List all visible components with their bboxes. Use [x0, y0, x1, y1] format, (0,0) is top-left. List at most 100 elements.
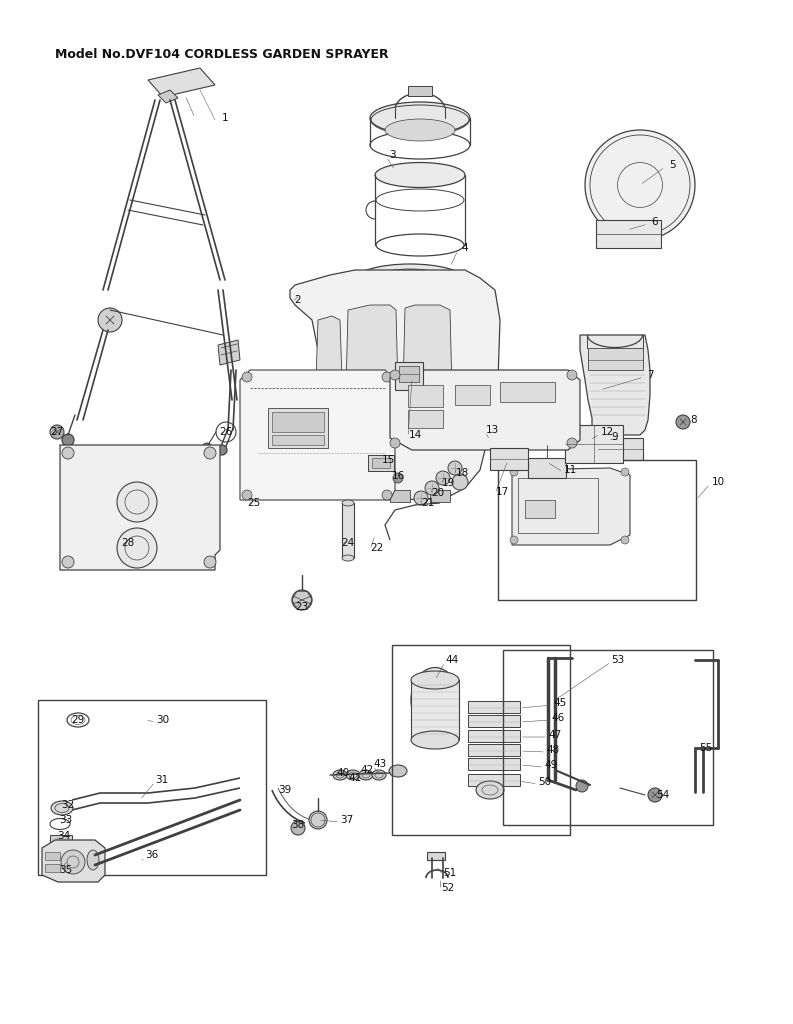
Polygon shape [290, 270, 500, 500]
Text: 49: 49 [544, 760, 557, 770]
Polygon shape [403, 305, 452, 423]
Circle shape [202, 443, 212, 453]
Circle shape [621, 468, 629, 476]
Bar [268, 408, 328, 449]
Ellipse shape [476, 781, 504, 799]
Text: 18: 18 [455, 468, 469, 478]
Bar [468, 730, 520, 742]
Text: 52: 52 [442, 883, 454, 893]
Circle shape [62, 434, 74, 446]
Circle shape [567, 370, 577, 380]
Circle shape [414, 490, 428, 505]
Text: 53: 53 [611, 655, 625, 665]
Circle shape [676, 415, 690, 429]
Text: 13: 13 [485, 425, 499, 435]
Circle shape [648, 788, 662, 802]
Bar [430, 490, 450, 502]
Bar [411, 680, 459, 740]
Bar [342, 503, 354, 558]
Circle shape [62, 556, 74, 568]
Ellipse shape [389, 765, 407, 777]
Text: 2: 2 [295, 295, 301, 305]
Circle shape [62, 447, 74, 459]
Bar [50, 835, 72, 845]
Text: 55: 55 [699, 743, 713, 753]
Text: 34: 34 [57, 831, 71, 841]
Circle shape [390, 370, 400, 380]
Text: 30: 30 [156, 715, 170, 725]
Text: 47: 47 [549, 730, 561, 740]
Circle shape [61, 850, 85, 874]
Circle shape [425, 481, 439, 495]
Text: 1: 1 [222, 113, 228, 123]
Bar [468, 758, 520, 770]
Bar [45, 852, 60, 860]
Circle shape [510, 536, 518, 544]
Circle shape [117, 528, 157, 568]
Text: 4: 4 [462, 243, 469, 253]
Circle shape [382, 490, 392, 500]
Bar [368, 455, 394, 471]
Bar [408, 385, 443, 407]
Bar [588, 348, 643, 370]
Text: 27: 27 [51, 427, 63, 437]
Circle shape [242, 372, 252, 382]
Polygon shape [148, 68, 215, 97]
Text: 38: 38 [291, 820, 305, 830]
Text: 50: 50 [538, 777, 552, 787]
Circle shape [117, 482, 157, 522]
Circle shape [204, 556, 216, 568]
Text: Model No.DVF104 CORDLESS GARDEN SPRAYER: Model No.DVF104 CORDLESS GARDEN SPRAYER [55, 48, 389, 61]
Circle shape [390, 438, 400, 449]
Circle shape [621, 536, 629, 544]
Bar [408, 410, 443, 428]
Ellipse shape [51, 801, 73, 815]
Text: 36: 36 [145, 850, 159, 860]
Text: 25: 25 [247, 498, 261, 508]
Circle shape [510, 468, 518, 476]
Circle shape [576, 780, 588, 792]
Circle shape [448, 461, 462, 475]
Ellipse shape [333, 770, 347, 780]
Text: 14: 14 [408, 430, 422, 440]
Polygon shape [316, 316, 342, 415]
Bar [490, 449, 528, 470]
Text: 16: 16 [392, 471, 404, 481]
Text: 22: 22 [370, 543, 384, 553]
Circle shape [292, 590, 312, 610]
Text: 51: 51 [443, 868, 457, 878]
Bar [596, 220, 661, 248]
Circle shape [393, 473, 403, 483]
Ellipse shape [411, 731, 459, 749]
Text: 8: 8 [691, 415, 697, 425]
Text: 15: 15 [381, 455, 395, 465]
Circle shape [217, 445, 227, 455]
Polygon shape [346, 305, 398, 425]
Bar [408, 86, 432, 96]
Ellipse shape [355, 264, 465, 296]
Bar [468, 701, 520, 713]
Bar [392, 645, 570, 835]
Text: 28: 28 [121, 538, 135, 548]
Circle shape [347, 477, 363, 493]
Bar [528, 458, 566, 478]
Polygon shape [240, 370, 395, 500]
Polygon shape [60, 445, 220, 570]
Text: 43: 43 [374, 759, 387, 769]
Ellipse shape [385, 119, 455, 141]
Ellipse shape [370, 102, 470, 134]
Polygon shape [218, 340, 240, 365]
Bar [395, 362, 423, 390]
Text: 41: 41 [348, 773, 362, 783]
Circle shape [567, 438, 577, 449]
Polygon shape [390, 370, 580, 450]
Text: 31: 31 [155, 775, 169, 785]
Text: 11: 11 [563, 465, 577, 475]
Ellipse shape [372, 770, 386, 780]
Bar [468, 774, 520, 786]
Text: 3: 3 [389, 150, 396, 160]
Circle shape [436, 471, 450, 485]
Text: 9: 9 [611, 432, 619, 442]
Text: 29: 29 [71, 715, 85, 725]
Bar [272, 435, 324, 445]
